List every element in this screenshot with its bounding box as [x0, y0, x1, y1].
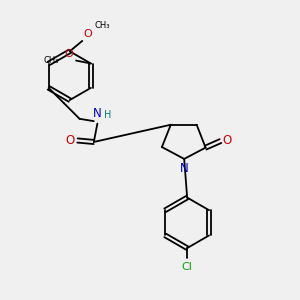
- Text: Cl: Cl: [182, 262, 193, 272]
- Text: N: N: [180, 163, 189, 176]
- Text: H: H: [104, 110, 111, 120]
- Text: O: O: [84, 29, 92, 39]
- Text: N: N: [93, 107, 102, 120]
- Text: CH₃: CH₃: [95, 21, 110, 30]
- Text: CH₃: CH₃: [43, 56, 59, 65]
- Text: O: O: [223, 134, 232, 147]
- Text: O: O: [65, 49, 74, 59]
- Text: O: O: [66, 134, 75, 147]
